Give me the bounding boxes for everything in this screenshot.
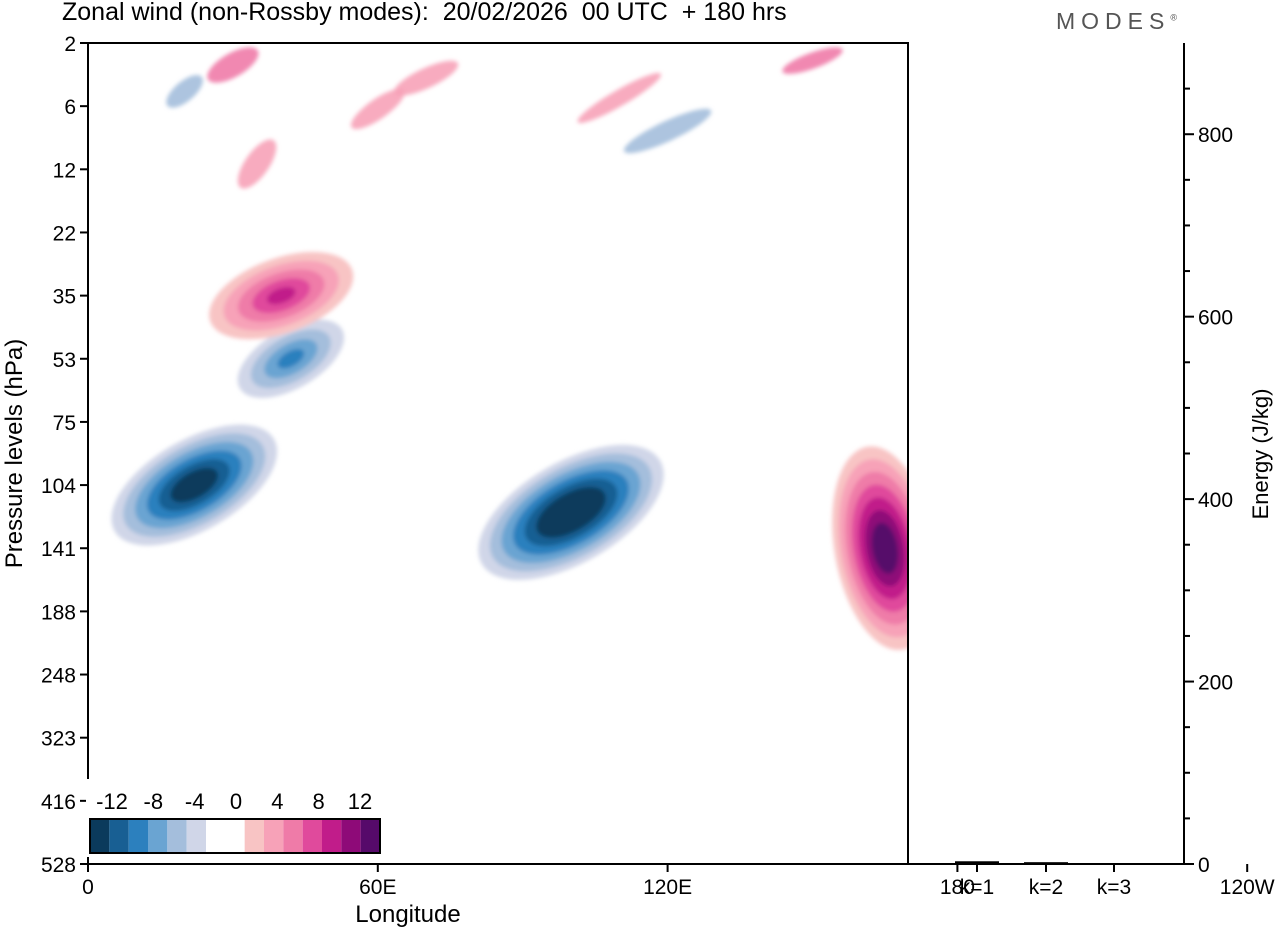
x-tick-label: 120E [643, 876, 692, 899]
y-tick-label: 528 [41, 854, 76, 877]
field-contour [966, 484, 1046, 613]
colorbar-swatch [244, 819, 264, 853]
field-contour [559, 503, 583, 521]
colorbar-swatch [109, 819, 129, 853]
energy-panel: 0 200 400 600 800 Energy (J/kg) k=1 k=2 k=3 [907, 43, 1273, 899]
x-tick-label: 120W [1220, 876, 1275, 899]
colorbar-label: -4 [185, 789, 205, 814]
y-tick-label: 416 [41, 791, 76, 814]
field-contour [1258, 692, 1280, 783]
colorbar-label: 0 [230, 789, 242, 814]
field-streak [1006, 45, 1103, 85]
colorbar-swatch [167, 819, 187, 853]
brand-logo: MODES® [1056, 8, 1177, 35]
colorbar-swatch [264, 819, 284, 853]
colorbar-swatch [206, 819, 226, 853]
colorbar-label: -8 [144, 789, 164, 814]
colorbar: -12 -8 -4 0 4 8 12 [86, 779, 382, 857]
field-contour [986, 516, 1026, 581]
colorbar-label: 4 [271, 789, 283, 814]
field-contour [277, 348, 305, 369]
brand-mark: ® [1170, 12, 1177, 23]
x-tick-label: 60E [359, 876, 396, 899]
colorbar-swatch [302, 819, 322, 853]
field-streak [782, 47, 843, 74]
colorbar-swatch [283, 819, 303, 853]
y-axis-label: Pressure levels (hPa) [1, 339, 28, 568]
field-layer [111, 0, 1280, 794]
field-contour [976, 500, 1036, 597]
colorbar-swatch [90, 819, 110, 853]
energy-tick-label: 400 [1198, 489, 1233, 512]
field-streak [237, 139, 277, 189]
y-tick-label: 2 [64, 33, 76, 56]
field-contour [182, 476, 207, 494]
y-tick-label: 323 [41, 728, 76, 751]
chart-title: Zonal wind (non-Rossby modes): 20/02/202… [62, 0, 787, 26]
colorbar-label: 8 [313, 789, 325, 814]
colorbar-frame [89, 818, 381, 854]
field-contour [1270, 0, 1280, 104]
energy-category-label: k=2 [1029, 876, 1063, 899]
brand-text: MODES [1056, 8, 1171, 34]
colorbar-swatch [360, 819, 380, 853]
field-contour [878, 535, 892, 561]
field-streak [166, 75, 203, 108]
colorbar-swatch [341, 819, 361, 853]
field-contour [1273, 704, 1280, 772]
field-contour [1242, 681, 1280, 794]
colorbar-swatch [225, 819, 245, 853]
y-tick-label: 53 [53, 349, 76, 372]
y-tick-label: 248 [41, 665, 76, 688]
field-streak [1262, 155, 1280, 196]
field-contour [956, 467, 1056, 629]
energy-bar [1092, 863, 1136, 865]
energy-category-label: k=3 [1097, 876, 1131, 899]
field-streak [1206, 75, 1280, 121]
field-streak [393, 60, 459, 96]
field-streak [350, 88, 405, 130]
y-tick-label: 188 [41, 601, 76, 624]
colorbar-swatch [128, 819, 148, 853]
y-tick-label: 22 [53, 222, 76, 245]
y-tick-label: 75 [53, 412, 76, 435]
energy-tick-label: 600 [1198, 307, 1233, 330]
colorbar-label: 12 [348, 789, 372, 814]
x-axis-label: Longitude [355, 901, 460, 928]
y-tick-label: 35 [53, 286, 76, 309]
colorbar-swatch [186, 819, 206, 853]
colorbar-swatch [148, 819, 168, 853]
field-streak [623, 108, 712, 154]
energy-tick-label: 200 [1198, 672, 1233, 695]
y-tick-label: 104 [41, 475, 76, 498]
colorbar-swatch [322, 819, 342, 853]
energy-category-label: k=1 [960, 876, 994, 899]
field-streak [577, 73, 662, 123]
energy-axis-label: Energy (J/kg) [1248, 389, 1273, 520]
x-tick-label: 0 [82, 876, 94, 899]
x-tick-label: 180 [940, 876, 975, 899]
energy-bar [1024, 862, 1068, 864]
y-tick-label: 12 [53, 159, 76, 182]
y-tick-label: 141 [41, 538, 76, 561]
colorbar-label: -12 [96, 789, 128, 814]
y-tick-label: 6 [64, 96, 76, 119]
field-contour [996, 532, 1016, 564]
field-streak [1038, 207, 1070, 231]
field-contour [266, 286, 296, 305]
energy-tick-label: 800 [1198, 124, 1233, 147]
field-streak [207, 47, 259, 83]
wind-field [111, 0, 1280, 794]
energy-tick-label: 0 [1198, 854, 1210, 877]
energy-bar [955, 861, 999, 864]
